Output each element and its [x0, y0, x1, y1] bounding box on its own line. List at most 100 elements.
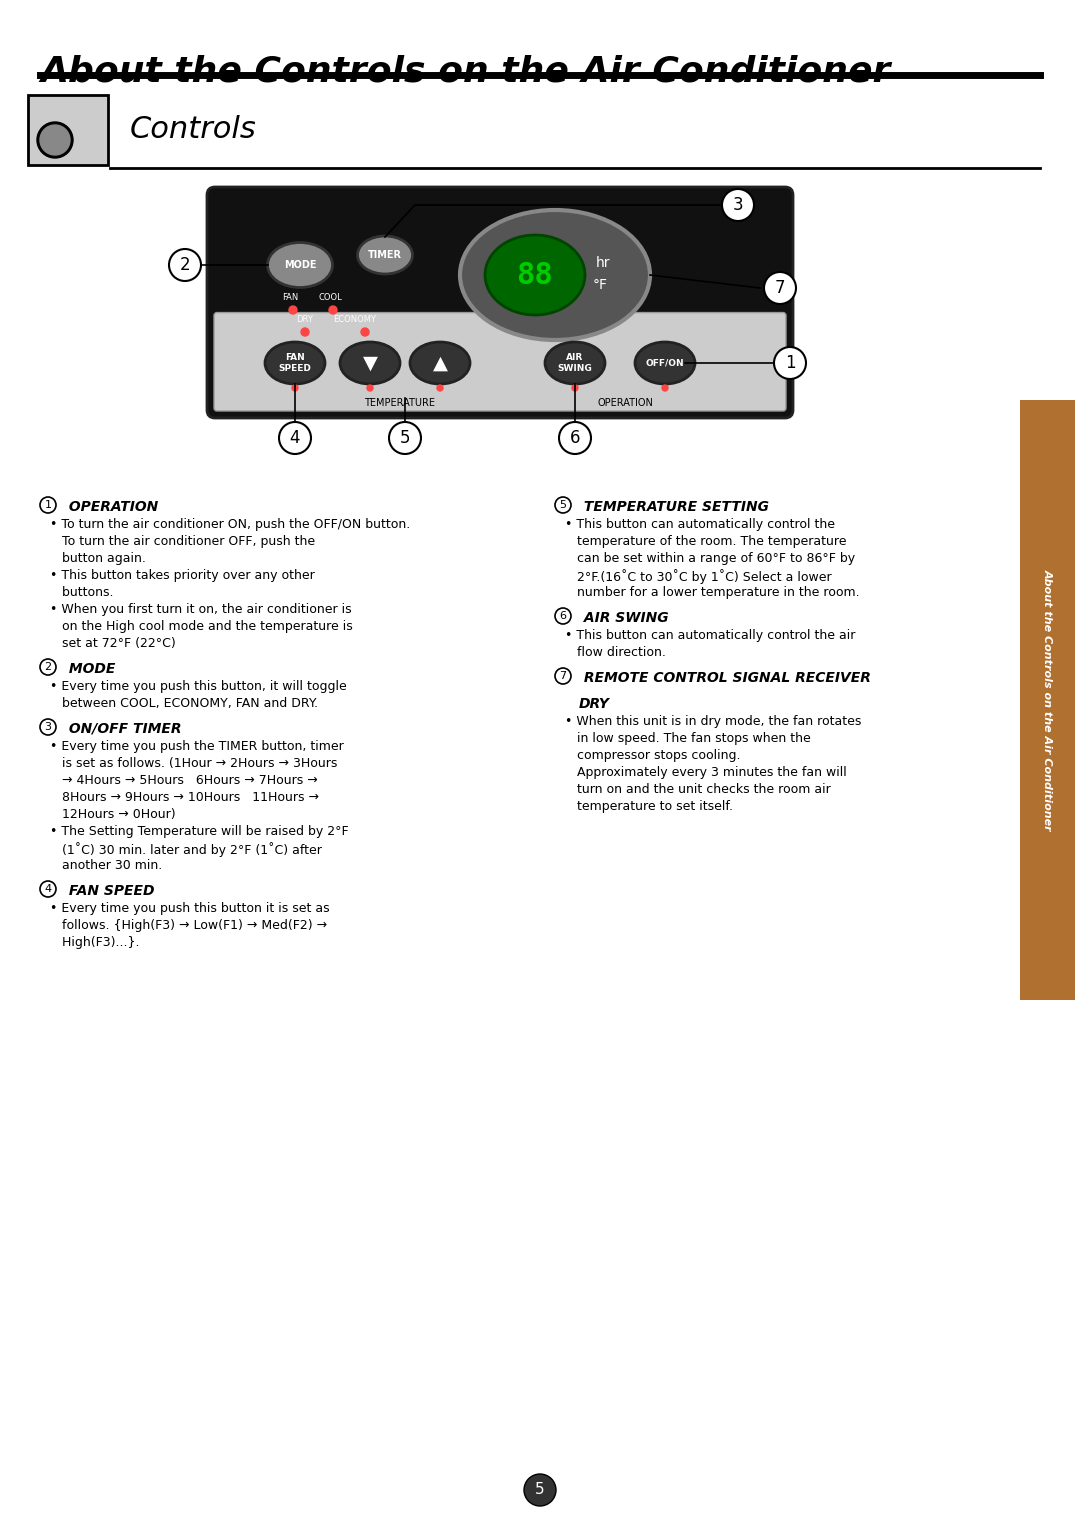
- Circle shape: [559, 422, 591, 454]
- Text: • This button can automatically control the air: • This button can automatically control …: [565, 629, 855, 643]
- Circle shape: [301, 328, 309, 336]
- Circle shape: [764, 272, 796, 304]
- Ellipse shape: [410, 342, 470, 384]
- FancyBboxPatch shape: [1020, 399, 1075, 1000]
- Text: 2°F.(16˚C to 30˚C by 1˚C) Select a lower: 2°F.(16˚C to 30˚C by 1˚C) Select a lower: [565, 570, 832, 583]
- Circle shape: [524, 1473, 556, 1505]
- Text: • Every time you push this button it is set as: • Every time you push this button it is …: [50, 902, 329, 914]
- Text: compressor stops cooling.: compressor stops cooling.: [565, 749, 741, 763]
- Text: OFF/ON: OFF/ON: [646, 358, 685, 368]
- Ellipse shape: [268, 243, 333, 287]
- Ellipse shape: [635, 342, 696, 384]
- Text: • To turn the air conditioner ON, push the OFF/ON button.: • To turn the air conditioner ON, push t…: [50, 518, 410, 532]
- Circle shape: [389, 422, 421, 454]
- Circle shape: [555, 608, 571, 624]
- Text: About the Controls on the Air Conditioner: About the Controls on the Air Conditione…: [1042, 570, 1053, 831]
- Circle shape: [37, 122, 73, 158]
- Text: OPERATION: OPERATION: [64, 500, 159, 513]
- Text: 2: 2: [179, 257, 190, 273]
- Text: COOL: COOL: [319, 293, 342, 302]
- Text: 88: 88: [516, 260, 553, 290]
- Circle shape: [40, 881, 56, 898]
- Text: 6: 6: [570, 428, 580, 447]
- Text: • This button takes priority over any other: • This button takes priority over any ot…: [50, 570, 314, 582]
- Text: ECONOMY: ECONOMY: [334, 314, 377, 324]
- Text: 1: 1: [785, 354, 795, 372]
- Text: AIR SWING: AIR SWING: [579, 611, 669, 624]
- Text: DRY: DRY: [579, 697, 610, 711]
- Circle shape: [723, 188, 754, 220]
- Circle shape: [289, 305, 297, 314]
- Text: buttons.: buttons.: [50, 586, 113, 598]
- Text: → 4Hours → 5Hours   6Hours → 7Hours →: → 4Hours → 5Hours 6Hours → 7Hours →: [50, 775, 318, 787]
- Circle shape: [279, 422, 311, 454]
- Text: ▼: ▼: [363, 354, 378, 372]
- Text: ▲: ▲: [432, 354, 447, 372]
- Text: Controls: Controls: [130, 115, 257, 144]
- Circle shape: [292, 384, 298, 390]
- Text: temperature of the room. The temperature: temperature of the room. The temperature: [565, 535, 847, 548]
- Text: flow direction.: flow direction.: [565, 646, 666, 659]
- Text: 4: 4: [44, 884, 52, 895]
- Text: TEMPERATURE: TEMPERATURE: [365, 398, 435, 409]
- Circle shape: [361, 328, 369, 336]
- FancyBboxPatch shape: [28, 96, 108, 166]
- Text: can be set within a range of 60°F to 86°F by: can be set within a range of 60°F to 86°…: [565, 551, 855, 565]
- Circle shape: [774, 346, 806, 380]
- Text: To turn the air conditioner OFF, push the: To turn the air conditioner OFF, push th…: [50, 535, 315, 548]
- Text: • This button can automatically control the: • This button can automatically control …: [565, 518, 835, 532]
- Circle shape: [662, 384, 669, 390]
- Text: set at 72°F (22°C): set at 72°F (22°C): [50, 636, 176, 650]
- Circle shape: [40, 659, 56, 674]
- Text: (1˚C) 30 min. later and by 2°F (1˚C) after: (1˚C) 30 min. later and by 2°F (1˚C) aft…: [50, 842, 322, 857]
- Text: • Every time you push this button, it will toggle: • Every time you push this button, it wi…: [50, 681, 347, 693]
- Text: temperature to set itself.: temperature to set itself.: [565, 801, 733, 813]
- Circle shape: [40, 125, 70, 155]
- Text: MODE: MODE: [284, 260, 316, 270]
- Text: number for a lower temperature in the room.: number for a lower temperature in the ro…: [565, 586, 860, 598]
- Text: another 30 min.: another 30 min.: [50, 860, 162, 872]
- Ellipse shape: [545, 342, 605, 384]
- Text: • The Setting Temperature will be raised by 2°F: • The Setting Temperature will be raised…: [50, 825, 349, 838]
- Text: 5: 5: [559, 500, 567, 510]
- Ellipse shape: [357, 235, 413, 273]
- Circle shape: [555, 668, 571, 684]
- Text: 1: 1: [44, 500, 52, 510]
- Text: 2: 2: [44, 662, 52, 671]
- Text: 3: 3: [732, 196, 743, 214]
- Ellipse shape: [485, 235, 585, 314]
- Text: 5: 5: [400, 428, 410, 447]
- Text: MODE: MODE: [64, 662, 116, 676]
- FancyBboxPatch shape: [207, 187, 793, 418]
- Text: TEMPERATURE SETTING: TEMPERATURE SETTING: [579, 500, 769, 513]
- Text: 8Hours → 9Hours → 10Hours   11Hours →: 8Hours → 9Hours → 10Hours 11Hours →: [50, 791, 319, 804]
- Circle shape: [555, 497, 571, 513]
- Text: follows. {High(F3) → Low(F1) → Med(F2) →: follows. {High(F3) → Low(F1) → Med(F2) →: [50, 919, 327, 933]
- Ellipse shape: [460, 210, 650, 340]
- Text: turn on and the unit checks the room air: turn on and the unit checks the room air: [565, 782, 831, 796]
- Circle shape: [40, 497, 56, 513]
- Text: on the High cool mode and the temperature is: on the High cool mode and the temperatur…: [50, 620, 353, 633]
- Text: is set as follows. (1Hour → 2Hours → 3Hours: is set as follows. (1Hour → 2Hours → 3Ho…: [50, 756, 337, 770]
- Circle shape: [329, 305, 337, 314]
- Text: in low speed. The fan stops when the: in low speed. The fan stops when the: [565, 732, 811, 744]
- Text: hr: hr: [596, 257, 610, 270]
- Text: 4: 4: [289, 428, 300, 447]
- Text: OPERATION: OPERATION: [597, 398, 653, 409]
- Circle shape: [367, 384, 373, 390]
- Text: TIMER: TIMER: [368, 251, 402, 260]
- Text: • Every time you push the TIMER button, timer: • Every time you push the TIMER button, …: [50, 740, 343, 753]
- Text: About the Controls on the Air Conditioner: About the Controls on the Air Conditione…: [40, 55, 890, 90]
- Text: DRY: DRY: [297, 314, 313, 324]
- Text: ON/OFF TIMER: ON/OFF TIMER: [64, 722, 181, 737]
- Circle shape: [572, 384, 578, 390]
- FancyBboxPatch shape: [214, 313, 786, 412]
- Text: • When this unit is in dry mode, the fan rotates: • When this unit is in dry mode, the fan…: [565, 715, 862, 728]
- Text: 7: 7: [559, 671, 567, 681]
- Text: 3: 3: [44, 722, 52, 732]
- Text: FAN
SPEED: FAN SPEED: [279, 354, 311, 372]
- Text: between COOL, ECONOMY, FAN and DRY.: between COOL, ECONOMY, FAN and DRY.: [50, 697, 318, 709]
- Circle shape: [437, 384, 443, 390]
- Text: • When you first turn it on, the air conditioner is: • When you first turn it on, the air con…: [50, 603, 352, 617]
- Text: °F: °F: [593, 278, 607, 292]
